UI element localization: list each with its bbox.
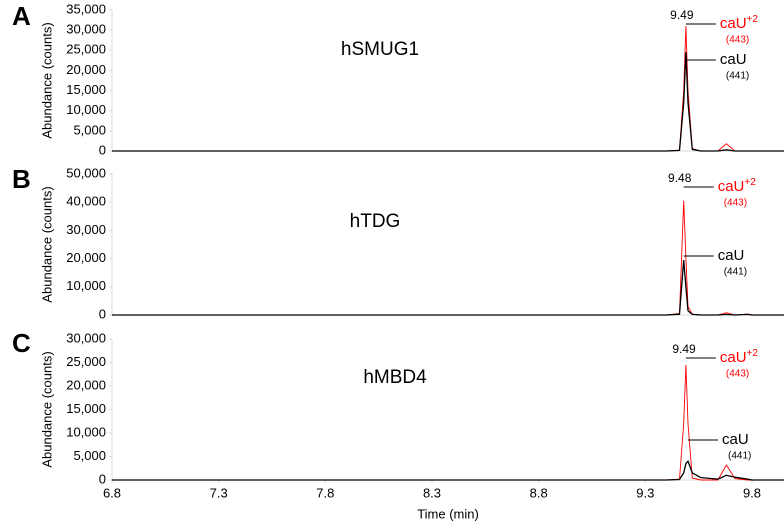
series-name: caU	[722, 431, 749, 448]
y-tick-label: 50,000	[66, 165, 106, 180]
y-tick-label: 0	[99, 471, 106, 486]
series-mass: (443)	[724, 198, 747, 209]
trace	[112, 26, 784, 152]
y-tick-label: 30,000	[66, 22, 106, 37]
x-tick-label: 7.8	[316, 485, 334, 500]
y-tick-label: 30,000	[66, 222, 106, 237]
y-tick-label: 10,000	[66, 278, 106, 293]
panel-letter: C	[12, 328, 31, 358]
series-label: caU	[722, 431, 749, 448]
x-tick-label: 9.8	[743, 485, 761, 500]
series-sup: +2	[744, 177, 756, 188]
series-sup: +2	[747, 14, 759, 25]
panel-letter: A	[12, 1, 31, 31]
y-tick-label: 20,000	[66, 62, 106, 77]
series-label: caU+2	[718, 177, 757, 195]
y-tick-label: 30,000	[66, 330, 106, 345]
y-tick-label: 20,000	[66, 377, 106, 392]
y-tick-label: 40,000	[66, 194, 106, 209]
y-axis-label: Abundance (counts)	[39, 351, 54, 467]
series-label: caU	[718, 247, 745, 264]
trace	[112, 259, 784, 316]
series-mass: (443)	[726, 35, 749, 46]
peak-label: 9.49	[670, 8, 694, 22]
series-mass: (441)	[724, 267, 747, 278]
y-tick-label: 20,000	[66, 250, 106, 265]
series-mass: (441)	[726, 71, 749, 82]
series-mass: (443)	[726, 369, 749, 380]
trace	[112, 52, 784, 152]
y-tick-label: 10,000	[66, 424, 106, 439]
y-tick-label: 15,000	[66, 401, 106, 416]
series-label: caU+2	[720, 14, 759, 32]
x-axis-label: Time (min)	[417, 506, 479, 521]
x-tick-label: 6.8	[103, 485, 121, 500]
peak-label: 9.49	[672, 342, 696, 356]
series-name: caU	[720, 349, 747, 366]
series-label: caU	[720, 51, 747, 68]
trace	[112, 364, 784, 481]
x-tick-label: 8.3	[423, 485, 441, 500]
y-tick-label: 5,000	[73, 448, 106, 463]
series-name: caU	[718, 247, 745, 264]
y-tick-label: 15,000	[66, 82, 106, 97]
y-tick-label: 35,000	[66, 1, 106, 16]
x-tick-label: 9.3	[636, 485, 654, 500]
panel-letter: B	[12, 164, 31, 194]
series-name: caU	[718, 178, 745, 195]
panel-title: hMBD4	[363, 367, 427, 388]
y-tick-label: 0	[99, 142, 106, 157]
y-tick-label: 25,000	[66, 354, 106, 369]
x-tick-label: 7.3	[210, 485, 228, 500]
y-tick-label: 25,000	[66, 42, 106, 57]
y-axis-label: Abundance (counts)	[39, 186, 54, 302]
x-tick-label: 8.8	[530, 485, 548, 500]
trace	[112, 459, 784, 481]
series-name: caU	[720, 51, 747, 68]
y-tick-label: 10,000	[66, 102, 106, 117]
series-mass: (441)	[728, 451, 751, 462]
y-axis-label: Abundance (counts)	[39, 22, 54, 138]
y-tick-label: 5,000	[73, 122, 106, 137]
peak-label: 9.48	[668, 171, 692, 185]
panel-title: hTDG	[350, 211, 401, 232]
y-tick-label: 0	[99, 306, 106, 321]
panel-title: hSMUG1	[341, 39, 419, 60]
trace	[112, 200, 784, 316]
series-sup: +2	[747, 348, 759, 359]
series-label: caU+2	[720, 348, 759, 366]
series-name: caU	[720, 15, 747, 32]
